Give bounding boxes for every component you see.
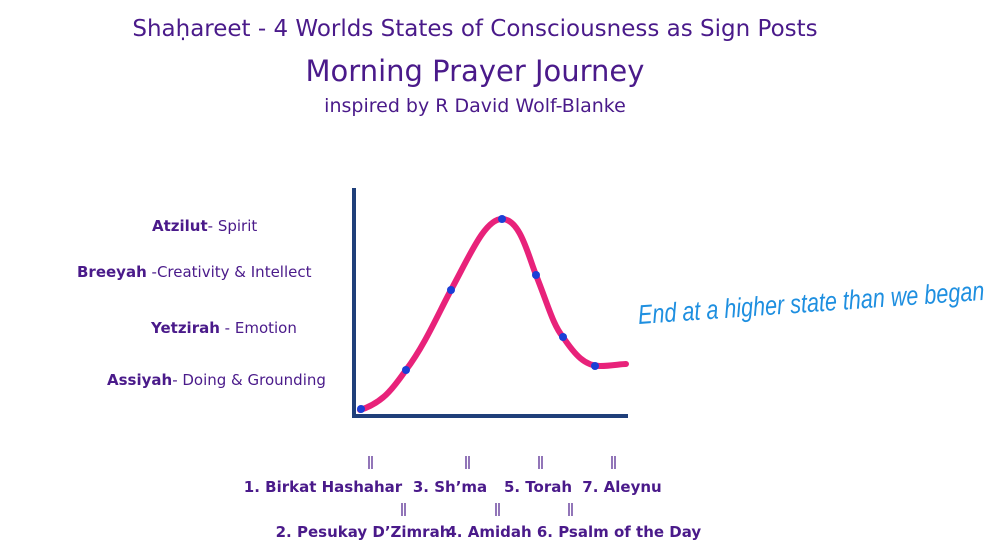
subtitle: Morning Prayer Journey [305,54,645,88]
waypoint [498,215,506,223]
marker [538,456,543,469]
step-label: 2. Pesukay D’Zimrah [275,523,451,541]
step-label: 5. Torah [503,478,573,496]
marker [368,456,373,469]
step-label: 1. Birkat Hashahar [243,478,403,496]
step-markers [368,456,616,516]
step-label: 6. Psalm of the Day [536,523,702,541]
level-desc: -Creativity & Intellect [146,263,312,281]
waypoint [591,362,599,370]
journey-curve [357,215,629,413]
waypoint [357,405,365,413]
marker [465,456,470,469]
level-desc: - Spirit [207,217,258,235]
marker [495,503,500,516]
waypoint [559,333,567,341]
step-label: 7. Aleynu [582,478,662,496]
marker [611,456,616,469]
waypoints [357,215,599,413]
step-label: 3. Sh’ma [412,478,488,496]
level-name: Assiyah [107,371,173,389]
level-label: Assiyah- Doing & Grounding [107,371,326,389]
level-label: Yetzirah - Emotion [151,319,297,337]
marker [401,503,406,516]
level-label: Atzilut- Spirit [152,217,257,235]
level-name: Yetzirah [151,319,220,337]
level-name: Breeyah [77,263,147,281]
level-name: Atzilut [152,217,208,235]
level-desc: - Emotion [219,319,297,337]
waypoint [532,271,540,279]
level-label: Breeyah -Creativity & Intellect [77,263,312,281]
credit: inspired by R David Wolf-Blanke [324,95,626,117]
waypoint [447,286,455,294]
waypoint [402,366,410,374]
step-label: 4. Amidah [446,523,532,541]
level-desc: - Doing & Grounding [172,371,326,389]
title: Shaḥareet - 4 Worlds States of Conscious… [132,16,818,42]
marker [568,503,573,516]
